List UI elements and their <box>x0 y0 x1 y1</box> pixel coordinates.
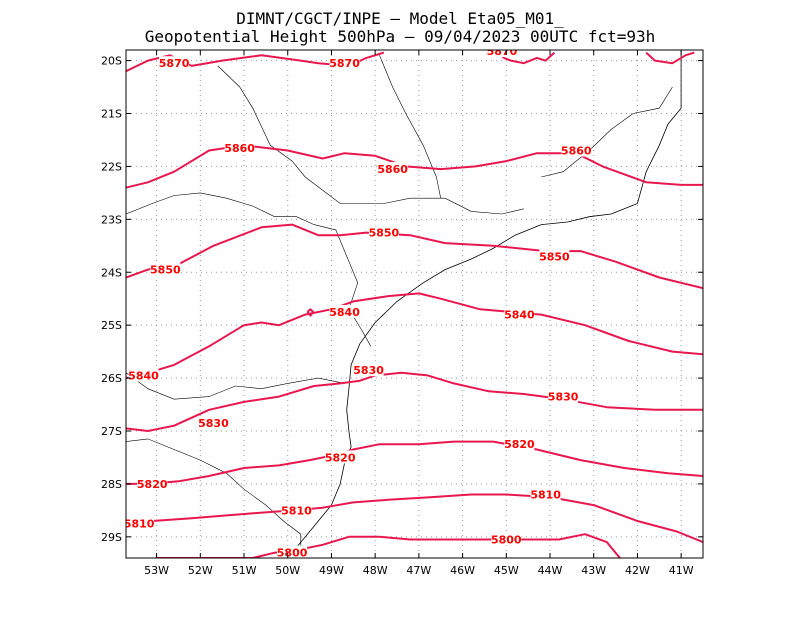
y-tick-label: 29S <box>101 531 122 544</box>
contour-label: 5820 <box>325 451 356 464</box>
axis-ticks: 53W 52W 51W 50W 49W 48W 47W 46W 45W 44W 43W 42W 41W 2… <box>101 50 703 577</box>
contour-label-bg <box>491 532 522 546</box>
contour-label-bg <box>530 487 561 501</box>
x-tick-label: 49W <box>319 564 344 577</box>
contour-label-bg <box>198 416 229 430</box>
contour-label-bg <box>353 363 384 377</box>
contour-label-bg <box>504 437 535 451</box>
contour-label: 5840 <box>504 309 535 322</box>
x-tick-label: 51W <box>232 564 257 577</box>
x-tick-label: 47W <box>406 564 431 577</box>
contour-label-bg <box>486 50 517 58</box>
contour-label: 5830 <box>198 417 229 430</box>
contour-label: 5870 <box>329 57 360 70</box>
x-tick-label: 43W <box>581 564 606 577</box>
contour-label-bg <box>368 225 399 239</box>
contour-5810 <box>126 493 703 544</box>
chart-title-line2: Geopotential Height 500hPa — 09/04/2023 … <box>144 27 656 46</box>
contour-label-bg <box>329 56 360 70</box>
contour-label: 5800 <box>277 547 308 560</box>
x-tick-label: 46W <box>450 564 475 577</box>
contour-label-bg <box>548 389 579 403</box>
x-tick-label: 44W <box>538 564 563 577</box>
x-tick-label: 50W <box>275 564 300 577</box>
y-tick-label: 25S <box>101 319 122 332</box>
contour-label: 5840 <box>329 306 360 319</box>
contour-label-bg <box>561 143 592 157</box>
contour-label: 5860 <box>224 142 255 155</box>
coastline <box>287 50 682 558</box>
contour-5870 <box>645 51 695 65</box>
geography-layer <box>126 50 682 558</box>
contour-5840 <box>306 308 315 317</box>
contour-label: 5810 <box>124 518 155 531</box>
y-tick-label: 23S <box>101 213 122 226</box>
x-tick-label: 53W <box>144 564 169 577</box>
contour-label-bg <box>325 450 356 464</box>
y-tick-label: 22S <box>101 160 122 173</box>
chart-title-line1: DIMNT/CGCT/INPE — Model Eta05_M01_ <box>236 9 564 28</box>
contour-label-bg <box>504 307 535 321</box>
state-border <box>217 65 524 215</box>
contour-label-bg <box>126 516 155 530</box>
y-tick-label: 26S <box>101 372 122 385</box>
contour-label-bg <box>128 368 159 382</box>
contour-label: 5870 <box>159 57 190 70</box>
state-border <box>126 438 302 548</box>
contour-label-bg <box>281 503 312 517</box>
plot-frame <box>125 49 704 559</box>
y-tick-label: 27S <box>101 425 122 438</box>
contour-label-bg <box>150 262 181 276</box>
x-tick-label: 48W <box>363 564 388 577</box>
contour-layer: 5870 5870 5870 5860 5860 5860 5850 5850 5850 5840… <box>124 45 703 560</box>
y-tick-label: 20S <box>101 55 122 68</box>
y-tick-label: 21S <box>101 108 122 121</box>
contour-label: 5840 <box>128 369 159 382</box>
contour-label: 5810 <box>281 504 312 517</box>
contour-label: 5850 <box>539 250 570 263</box>
y-tick-label: 28S <box>101 478 122 491</box>
state-border <box>379 55 441 199</box>
contour-label: 5820 <box>504 438 535 451</box>
x-tick-label: 42W <box>625 564 650 577</box>
contour-label: 5850 <box>369 227 400 240</box>
grid-lines <box>126 50 703 558</box>
contour-label-bg <box>224 140 255 154</box>
contour-label-bg <box>159 56 190 70</box>
state-border <box>126 372 345 400</box>
contour-label-bg <box>329 304 360 318</box>
contour-5820 <box>126 440 703 485</box>
x-tick-label: 41W <box>669 564 694 577</box>
contour-5800 <box>156 533 621 558</box>
contour-label-bg <box>539 249 570 263</box>
state-border <box>541 86 673 178</box>
contour-5870 <box>496 51 556 65</box>
contour-label: 5830 <box>548 391 579 404</box>
y-tick-label: 24S <box>101 266 122 279</box>
contour-label: 5820 <box>137 478 168 491</box>
contour-label: 5800 <box>491 533 522 546</box>
x-tick-label: 45W <box>494 564 519 577</box>
contour-label: 5810 <box>530 489 561 502</box>
contour-label: 5870 <box>487 45 518 58</box>
x-tick-label: 52W <box>188 564 213 577</box>
contour-label-bg <box>377 162 408 176</box>
contour-label-bg <box>277 545 308 558</box>
state-border <box>126 192 372 347</box>
contour-label: 5850 <box>150 264 181 277</box>
contour-label: 5860 <box>377 163 408 176</box>
contour-5850 <box>126 223 703 290</box>
contour-5840 <box>126 292 703 380</box>
contour-label: 5860 <box>561 145 592 158</box>
contour-label-bg <box>137 476 168 490</box>
contour-label: 5830 <box>353 364 384 377</box>
